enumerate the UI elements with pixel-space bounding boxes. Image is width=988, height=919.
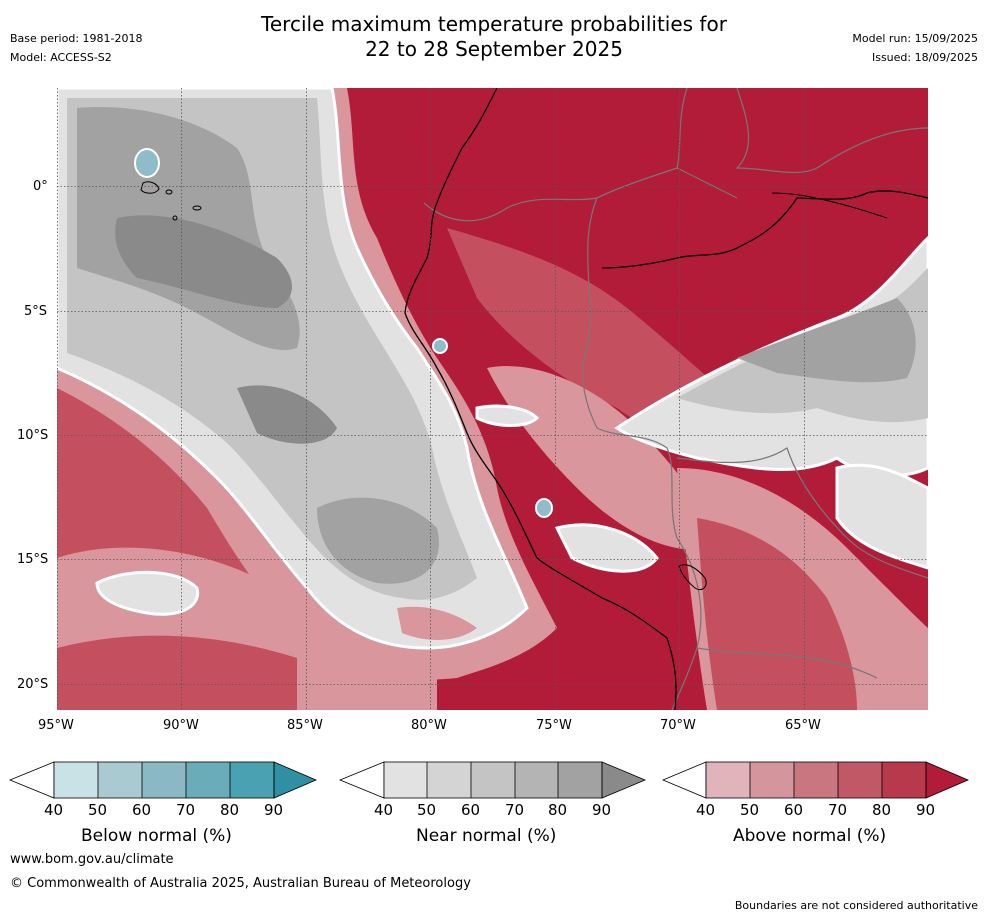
legend-swatch [142, 762, 186, 798]
coastline-west [404, 88, 677, 710]
legend-swatch [750, 762, 794, 798]
lon-label: 65°W [785, 718, 821, 733]
lat-label: 15°S [17, 552, 49, 567]
lon-label: 70°W [660, 718, 696, 733]
legend-arrow-left [338, 761, 385, 799]
lon-label: 85°W [287, 718, 323, 733]
legend-tick: 50 [88, 801, 108, 819]
lon-label: 95°W [38, 718, 74, 733]
legend-swatch [471, 762, 515, 798]
legend-swatch [186, 762, 230, 798]
legend-title-above: Above normal (%) [733, 826, 887, 846]
legend-swatch [794, 762, 838, 798]
legend-tick: 90 [264, 801, 284, 819]
legend-tick: 60 [132, 801, 152, 819]
legend-tick: 80 [872, 801, 892, 819]
near-normal-region-east [835, 463, 928, 570]
above-normal-band [447, 228, 757, 437]
legend-tick: 70 [505, 801, 525, 819]
legend-tick: 40 [374, 801, 394, 819]
above-normal-band [697, 518, 857, 710]
legend-arrow-right [273, 761, 318, 799]
coastline-north [601, 190, 928, 269]
probability-map [57, 88, 928, 710]
above-normal-band [397, 606, 477, 640]
lon-label: 80°W [411, 718, 447, 733]
galapagos-island [172, 215, 178, 221]
legend-below-normal [8, 761, 318, 799]
galapagos-island [192, 205, 202, 211]
below-normal-spot [432, 338, 448, 354]
near-normal-darkest [115, 215, 293, 308]
lat-label: 10°S [17, 428, 49, 443]
legend-above-normal [661, 761, 970, 799]
footer-copyright: © Commonwealth of Australia 2025, Austra… [10, 876, 471, 891]
lake-titicaca [678, 564, 707, 591]
legend-swatch [98, 762, 142, 798]
legend-tick: 60 [461, 801, 481, 819]
legend-tick: 50 [417, 801, 437, 819]
legend-swatch [384, 762, 427, 798]
base-period: Base period: 1981-2018 [10, 32, 143, 45]
title-line-2: 22 to 28 September 2025 [365, 37, 623, 61]
above-normal-band [57, 635, 297, 710]
legend-arrow-right [601, 761, 647, 799]
legend-tick: 70 [828, 801, 848, 819]
legend-arrow-right [925, 761, 970, 799]
below-normal-spot [535, 498, 553, 518]
coastline-north [771, 192, 888, 219]
legend-swatch [230, 762, 274, 798]
near-normal-patch [95, 570, 200, 616]
legend-tick: 40 [696, 801, 716, 819]
footer-url: www.bom.gov.au/climate [10, 852, 174, 867]
legend-swatch [706, 762, 750, 798]
legends [8, 761, 970, 799]
legend-tick: 90 [592, 801, 612, 819]
model-run: Model run: 15/09/2025 [852, 32, 978, 45]
legend-tick: 60 [784, 801, 804, 819]
lat-label: 5°S [24, 304, 48, 319]
near-normal-dark [737, 298, 916, 383]
galapagos-island [165, 189, 173, 195]
legend-arrow-left [8, 761, 55, 799]
lat-label: 0° [33, 179, 48, 194]
near-normal-darkest [237, 385, 337, 444]
legend-tick: 70 [176, 801, 196, 819]
map-title: Tercile maximum temperature probabilitie… [0, 12, 988, 62]
near-normal-dark [317, 497, 439, 584]
legend-swatch [54, 762, 98, 798]
legend-tick: 40 [44, 801, 64, 819]
near-normal-patch [475, 404, 540, 427]
lon-label: 75°W [536, 718, 572, 733]
legend-tick: 90 [916, 801, 936, 819]
legend-swatch [882, 762, 926, 798]
country-borders [423, 88, 928, 710]
galapagos-island [140, 181, 160, 194]
footer-disclaimer: Boundaries are not considered authoritat… [734, 899, 978, 912]
model-name: Model: ACCESS-S2 [10, 51, 112, 64]
legend-swatch [558, 762, 602, 798]
legend-swatch [838, 762, 882, 798]
title-line-1: Tercile maximum temperature probabilitie… [261, 12, 727, 36]
issued-date: Issued: 18/09/2025 [871, 51, 978, 64]
legend-swatch [427, 762, 471, 798]
graticule [57, 88, 928, 710]
lon-label: 90°W [163, 718, 199, 733]
legend-title-below: Below normal (%) [81, 826, 232, 846]
legend-tick: 80 [548, 801, 568, 819]
legend-arrow-left [661, 761, 707, 799]
lat-label: 20°S [17, 677, 49, 692]
above-normal-band [487, 366, 717, 550]
legend-swatch [515, 762, 558, 798]
legend-title-near: Near normal (%) [416, 826, 557, 846]
below-normal-spot [134, 148, 160, 178]
legend-near-normal [338, 761, 647, 799]
legend-tick: 80 [220, 801, 240, 819]
legend-tick: 50 [740, 801, 760, 819]
